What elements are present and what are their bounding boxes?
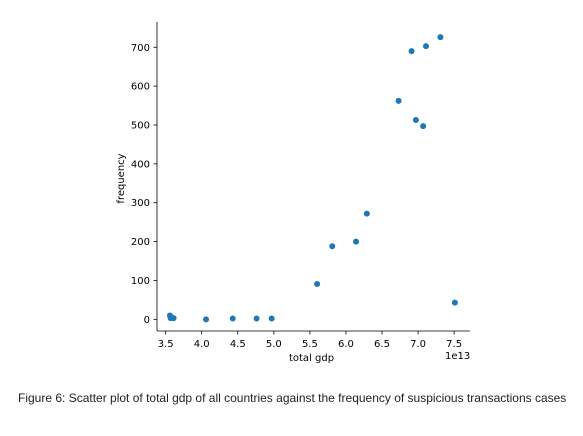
data-point	[451, 299, 458, 306]
y-tick-label: 300	[131, 198, 150, 209]
data-point	[437, 34, 444, 41]
data-point	[363, 210, 370, 217]
x-axis-offset-label: 1e13	[445, 351, 470, 362]
x-tick-label: 5.5	[302, 339, 318, 350]
data-point	[423, 43, 430, 50]
scatter-chart: 3.5 4.0 4.5 5.0 5.5 6.0 6.5 7.0 7.5 0 100 200 300 40…	[116, 22, 470, 364]
data-point	[420, 123, 427, 130]
data-point	[170, 315, 177, 322]
data-point	[229, 315, 236, 322]
data-points	[166, 34, 458, 323]
data-point	[395, 97, 402, 104]
data-point	[253, 315, 260, 322]
x-axis-label: total gdp	[289, 353, 334, 364]
y-tick-label: 200	[131, 237, 150, 248]
y-tick-label: 500	[131, 121, 150, 132]
data-point	[329, 243, 336, 250]
data-point	[353, 238, 360, 245]
y-tick-label: 100	[131, 276, 150, 287]
data-point	[268, 315, 275, 322]
x-tick-label: 4.5	[230, 339, 246, 350]
x-tick-label: 7.5	[446, 339, 462, 350]
data-point	[314, 280, 321, 287]
data-point	[203, 316, 210, 323]
data-point	[412, 116, 419, 123]
y-axis-ticks: 0 100 200 300 400 500 600 700	[131, 43, 157, 326]
x-tick-label: 4.0	[194, 339, 210, 350]
x-tick-label: 3.5	[158, 339, 174, 350]
data-point	[408, 48, 415, 55]
x-axis-ticks: 3.5 4.0 4.5 5.0 5.5 6.0 6.5 7.0 7.5	[158, 331, 462, 350]
y-tick-label: 400	[131, 159, 150, 170]
x-tick-label: 6.5	[374, 339, 390, 350]
y-tick-label: 700	[131, 43, 150, 54]
figure-caption: Figure 6: Scatter plot of total gdp of a…	[18, 391, 567, 405]
y-tick-label: 0	[144, 315, 150, 326]
y-axis-label: frequency	[116, 153, 127, 203]
y-tick-label: 600	[131, 82, 150, 93]
x-tick-label: 5.0	[266, 339, 282, 350]
x-tick-label: 7.0	[410, 339, 426, 350]
x-tick-label: 6.0	[338, 339, 354, 350]
